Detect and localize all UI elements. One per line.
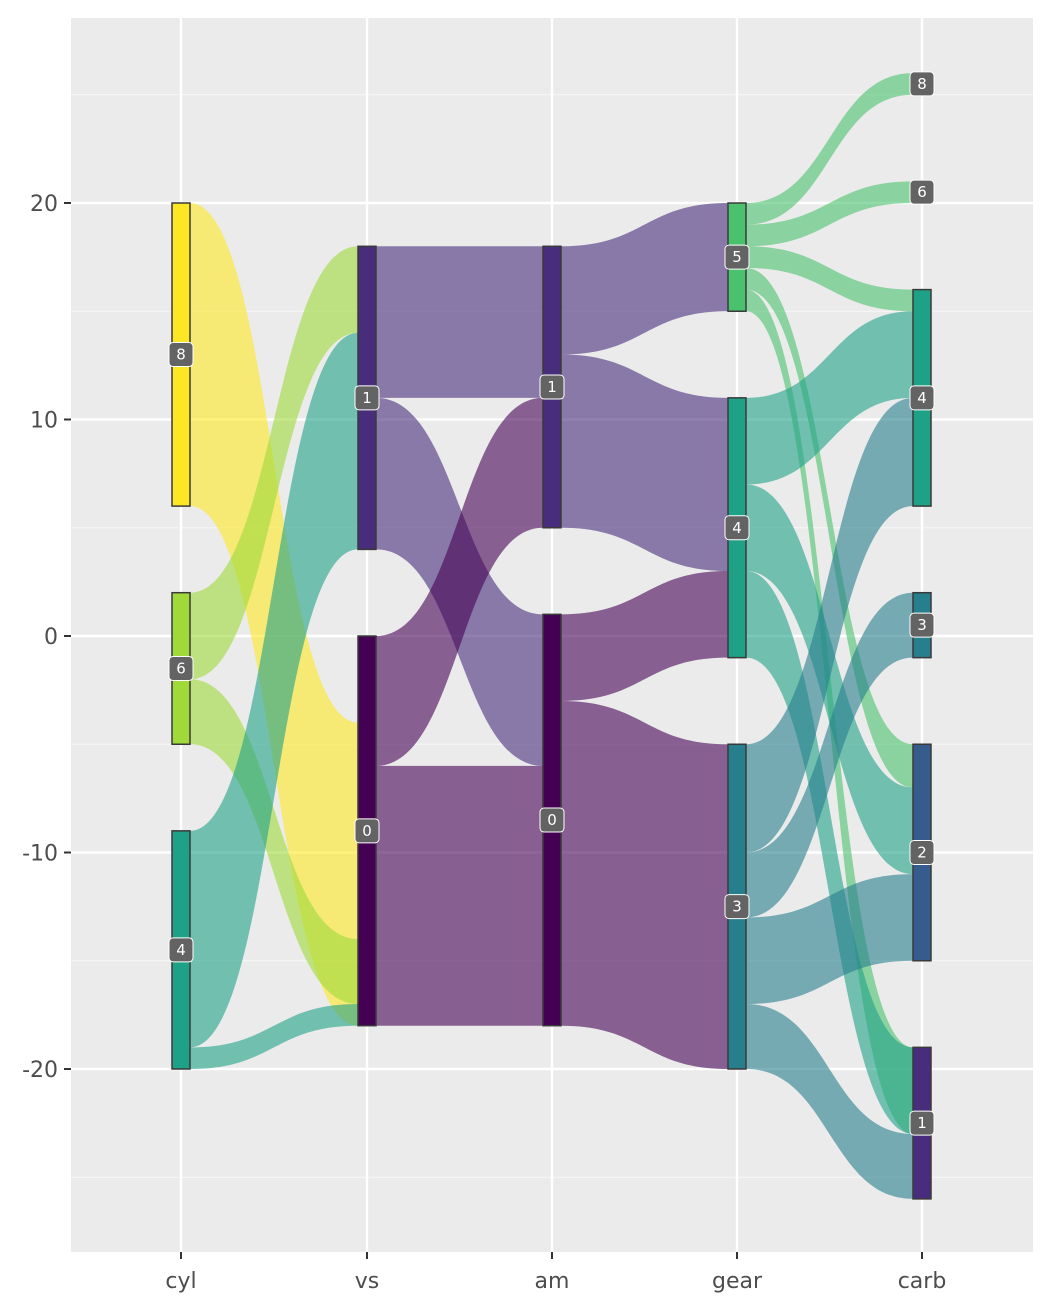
stratum-label-text: 0: [362, 822, 372, 840]
flow-band: [746, 592, 913, 918]
stratum-label-gear-4: 4: [724, 515, 750, 541]
stratum-label-text: 1: [547, 378, 557, 396]
stratum-label-gear-5: 5: [724, 244, 750, 270]
stratum-label-text: 6: [917, 183, 927, 201]
label-box: [354, 818, 380, 844]
flow-band: [561, 354, 728, 572]
stratum-label-am-0: 0: [539, 807, 565, 833]
flow-band: [561, 700, 728, 1069]
x-tick-label-carb: carb: [898, 1269, 947, 1294]
stratum-label-text: 0: [547, 811, 557, 829]
stratum-label-cyl-8: 8: [168, 342, 194, 368]
stratum-label-vs-1: 1: [354, 385, 380, 411]
y-axis: 20 10 0 -10 -20: [22, 192, 71, 1083]
stratum-label-carb-3: 3: [909, 612, 935, 638]
stratum-label-text: 8: [917, 75, 927, 93]
stratum-label-carb-2: 2: [909, 840, 935, 865]
flow-band: [376, 765, 543, 1026]
label-box: [909, 385, 935, 411]
flow-band: [746, 874, 913, 1005]
label-box: [909, 612, 935, 638]
stratum-label-carb-4: 4: [909, 385, 935, 411]
label-box: [168, 937, 194, 963]
stratum-label-text: 3: [732, 898, 742, 916]
flow-band: [746, 181, 913, 247]
y-tick-label: -20: [22, 1058, 58, 1083]
flow-band: [190, 332, 358, 1048]
y-tick-label: 10: [30, 409, 58, 434]
label-box: [724, 244, 750, 270]
node-labels: 8 6 4 1 0 1 0 5 4 3 8 6 4 3 2 1: [168, 71, 935, 1136]
flow-band: [190, 679, 358, 1005]
stratum-label-text: 1: [917, 1114, 927, 1132]
stratum-label-am-1: 1: [539, 374, 565, 400]
label-box: [539, 374, 565, 400]
flows: [190, 73, 913, 1199]
flow-band: [190, 1004, 358, 1069]
x-tick-label-vs: vs: [355, 1269, 379, 1294]
stratum-label-text: 5: [732, 248, 742, 266]
label-box: [909, 71, 935, 97]
stratum-label-gear-3: 3: [724, 894, 750, 920]
flow-band: [746, 73, 913, 225]
flow-band: [746, 311, 913, 485]
x-tick-label-am: am: [535, 1269, 570, 1294]
y-tick-label: 20: [30, 192, 58, 217]
flow-band: [376, 397, 543, 766]
label-box: [168, 342, 194, 368]
x-tick-label-gear: gear: [712, 1269, 763, 1294]
x-axis: cyl vs am gear carb: [165, 1252, 946, 1294]
stratum-label-text: 4: [176, 941, 186, 959]
flow-band: [376, 246, 543, 398]
flow-band: [561, 571, 728, 701]
flow-band: [746, 397, 913, 853]
label-box: [539, 807, 565, 833]
stratum-label-text: 8: [176, 346, 186, 364]
stratum-label-cyl-6: 6: [168, 655, 194, 681]
flow-band: [561, 203, 728, 355]
stratum-label-text: 3: [917, 616, 927, 634]
stratum-label-text: 4: [917, 389, 927, 407]
stratum-label-vs-0: 0: [354, 818, 380, 844]
stratum-label-text: 4: [732, 519, 742, 537]
flow-band: [746, 484, 913, 875]
label-box: [909, 179, 935, 205]
y-tick-label: -10: [22, 842, 58, 867]
label-box: [909, 1110, 935, 1136]
flow-band: [746, 246, 913, 312]
y-tick-label: 0: [44, 625, 58, 650]
flow-band: [746, 1004, 913, 1199]
label-box: [354, 385, 380, 411]
label-box: [724, 894, 750, 920]
stratum-label-carb-6: 6: [909, 179, 935, 205]
label-box: [724, 515, 750, 541]
x-tick-label-cyl: cyl: [165, 1269, 196, 1294]
stratum-label-text: 1: [362, 389, 372, 407]
stratum-label-carb-1: 1: [909, 1110, 935, 1136]
label-box: [168, 655, 194, 681]
stratum-label-cyl-4: 4: [168, 937, 194, 963]
stratum-label-text: 6: [176, 659, 186, 677]
stratum-label-carb-8: 8: [909, 71, 935, 97]
label-box: [909, 840, 935, 865]
flow-band: [746, 267, 913, 788]
stratum-label-text: 2: [917, 844, 927, 862]
flow-band: [190, 246, 358, 680]
flow-band: [746, 571, 913, 1134]
